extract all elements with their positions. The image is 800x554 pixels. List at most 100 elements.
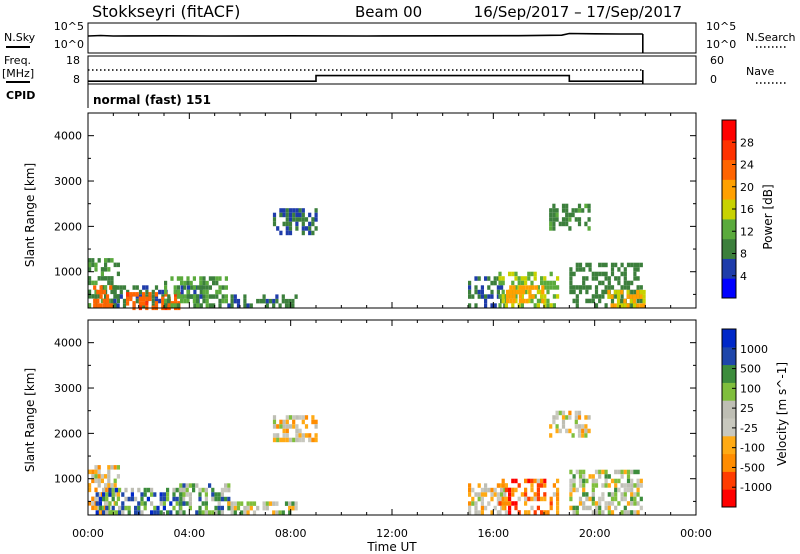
scatter-cell: [91, 262, 95, 268]
scatter-cell: [97, 474, 101, 479]
scatter-cell: [167, 294, 171, 299]
scatter-cell: [173, 303, 177, 308]
scatter-cell: [108, 501, 112, 506]
scatter-cell: [104, 267, 108, 272]
scatter-cell: [111, 492, 115, 497]
scatter-cell: [568, 217, 572, 222]
scatter-cell: [204, 510, 208, 515]
scatter-cell: [276, 437, 280, 443]
colorbar-swatch: [722, 471, 736, 490]
scatter-cell: [288, 303, 292, 308]
scatter-cell: [196, 285, 200, 290]
scatter-cell: [113, 465, 117, 470]
scatter-cell: [291, 303, 295, 308]
scatter-cell: [587, 428, 591, 434]
scatter-cell: [288, 226, 293, 231]
scatter-cell: [598, 496, 602, 502]
scatter-cell: [607, 510, 611, 515]
scatter-cell: [520, 280, 524, 286]
scatter-cell: [552, 303, 556, 308]
scatter-cell: [630, 303, 634, 308]
scatter-cell: [474, 501, 478, 506]
scatter-cell: [201, 487, 205, 493]
scatter-cell: [587, 203, 591, 209]
scatter-cell: [582, 280, 586, 286]
scatter-cell: [93, 298, 97, 304]
scatter-cell: [282, 424, 286, 429]
scatter-cell: [96, 298, 100, 304]
freq-label-2: [MHz]: [2, 67, 34, 80]
scatter-cell: [511, 303, 515, 308]
scatter-cell: [314, 433, 318, 438]
scatter-cell: [604, 478, 608, 484]
scatter-cell: [291, 501, 295, 506]
scatter-cell: [122, 298, 127, 304]
scatter-cell: [569, 483, 573, 488]
scatter-cell: [118, 505, 122, 511]
scatter-cell: [540, 483, 544, 488]
scatter-cell: [295, 208, 299, 213]
scatter-cell: [208, 276, 212, 281]
scatter-cell: [298, 212, 302, 218]
scatter-cell: [613, 303, 617, 308]
scatter-cell: [298, 437, 302, 443]
scatter-cell: [104, 294, 108, 299]
scatter-cell: [121, 510, 125, 515]
scatter-cell: [224, 276, 228, 281]
scatter-cell: [636, 483, 640, 488]
scatter-cell: [100, 474, 104, 479]
scatter-cell: [265, 501, 269, 506]
scatter-cell: [199, 294, 203, 299]
scatter-cell: [568, 410, 572, 416]
scatter-cell: [164, 298, 168, 304]
colorbar-swatch: [722, 139, 736, 161]
scatter-cell: [587, 208, 591, 213]
scatter-cell: [294, 501, 298, 506]
scatter-cell: [577, 217, 582, 222]
scatter-cell: [282, 428, 286, 434]
scatter-cell: [172, 505, 176, 511]
scatter-cell: [496, 289, 500, 295]
colorbar-tick-label: 28: [740, 136, 754, 149]
scatter-cell: [161, 294, 165, 299]
scatter-cell: [501, 501, 505, 506]
scatter-cell: [292, 212, 296, 218]
scatter-cell: [639, 289, 643, 295]
scatter-cell: [285, 415, 289, 420]
scatter-cell: [565, 203, 569, 209]
sky-tick-top: 10^5: [54, 20, 84, 33]
scatter-cell: [94, 478, 98, 484]
scatter-cell: [549, 501, 553, 506]
scatter-cell: [569, 271, 573, 277]
scatter-cell: [620, 469, 624, 475]
power-heatmap: [88, 203, 646, 311]
scatter-cell: [572, 474, 576, 479]
scatter-cell: [252, 501, 257, 506]
scatter-cell: [211, 510, 215, 515]
scatter-cell: [262, 298, 266, 304]
scatter-cell: [188, 483, 192, 488]
colorbar-swatch: [722, 346, 736, 366]
scatter-cell: [107, 478, 111, 484]
scatter-cell: [468, 280, 472, 286]
scatter-cell: [546, 289, 550, 295]
scatter-cell: [568, 226, 572, 231]
scatter-cell: [524, 289, 528, 295]
scatter-cell: [582, 483, 586, 488]
scatter-cell: [166, 510, 170, 515]
scatter-cell: [504, 483, 508, 488]
scatter-cell: [534, 285, 538, 290]
scatter-cell: [636, 487, 640, 493]
scatter-cell: [196, 294, 200, 299]
scatter-cell: [230, 303, 234, 308]
scatter-cell: [556, 487, 560, 493]
scatter-cell: [587, 217, 591, 222]
scatter-cell: [164, 292, 168, 297]
scatter-cell: [582, 487, 586, 493]
colorbar-swatch: [722, 278, 736, 299]
scatter-cell: [530, 483, 534, 488]
scatter-cell: [511, 487, 515, 493]
scatter-cell: [116, 285, 120, 290]
scatter-cell: [93, 285, 97, 290]
scatter-cell: [214, 510, 218, 515]
